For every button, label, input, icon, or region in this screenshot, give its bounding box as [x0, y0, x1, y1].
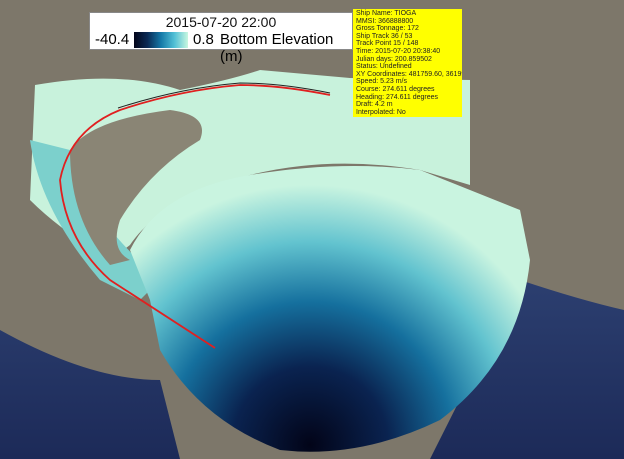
ocean — [0, 280, 624, 459]
colorbar — [134, 32, 188, 48]
info-line: Ship Name: TIOGA — [356, 10, 417, 17]
ship-track — [59, 84, 331, 349]
info-line: XY Coordinates: 481759.60, 3619933.00 — [356, 70, 462, 78]
legend-max: 0.8 — [193, 31, 214, 48]
legend-min: -40.4 — [95, 31, 130, 48]
info-line: Time: 2015-07-20 20:38:40 — [356, 47, 441, 55]
info-line: Ship Track 36 / 53 — [356, 32, 413, 40]
ship-info-panel: Ship Name: TIOGA MMSI: 366888800 Gross T… — [353, 9, 462, 118]
info-line: Gross Tonnage: 172 — [356, 25, 419, 33]
ship-track-outline — [117, 82, 331, 109]
info-line: Course: 274.611 degrees — [356, 85, 435, 93]
info-line: Draft: 4.2 m — [356, 101, 393, 109]
info-line: Julian days: 200.859502 — [356, 55, 432, 63]
colorbar-legend: 2015-07-20 22:00 -40.4 0.8 Bottom Elevat… — [89, 12, 353, 65]
info-line: Status: Undefined — [356, 63, 412, 71]
info-line: Track Point 15 / 148 — [356, 40, 419, 48]
bay-bathymetry — [130, 166, 530, 452]
info-line: Heading: 274.611 degrees — [356, 93, 438, 101]
info-line: MMSI: 366888800 — [356, 17, 414, 25]
info-line: Speed: 5.23 m/s — [356, 78, 407, 86]
legend-timestamp: 2015-07-20 22:00 — [165, 14, 277, 30]
info-line: Interpolated: No — [356, 108, 406, 116]
coronado-peninsula — [70, 110, 202, 265]
legend-label: Bottom Elevation (m) — [220, 31, 334, 65]
